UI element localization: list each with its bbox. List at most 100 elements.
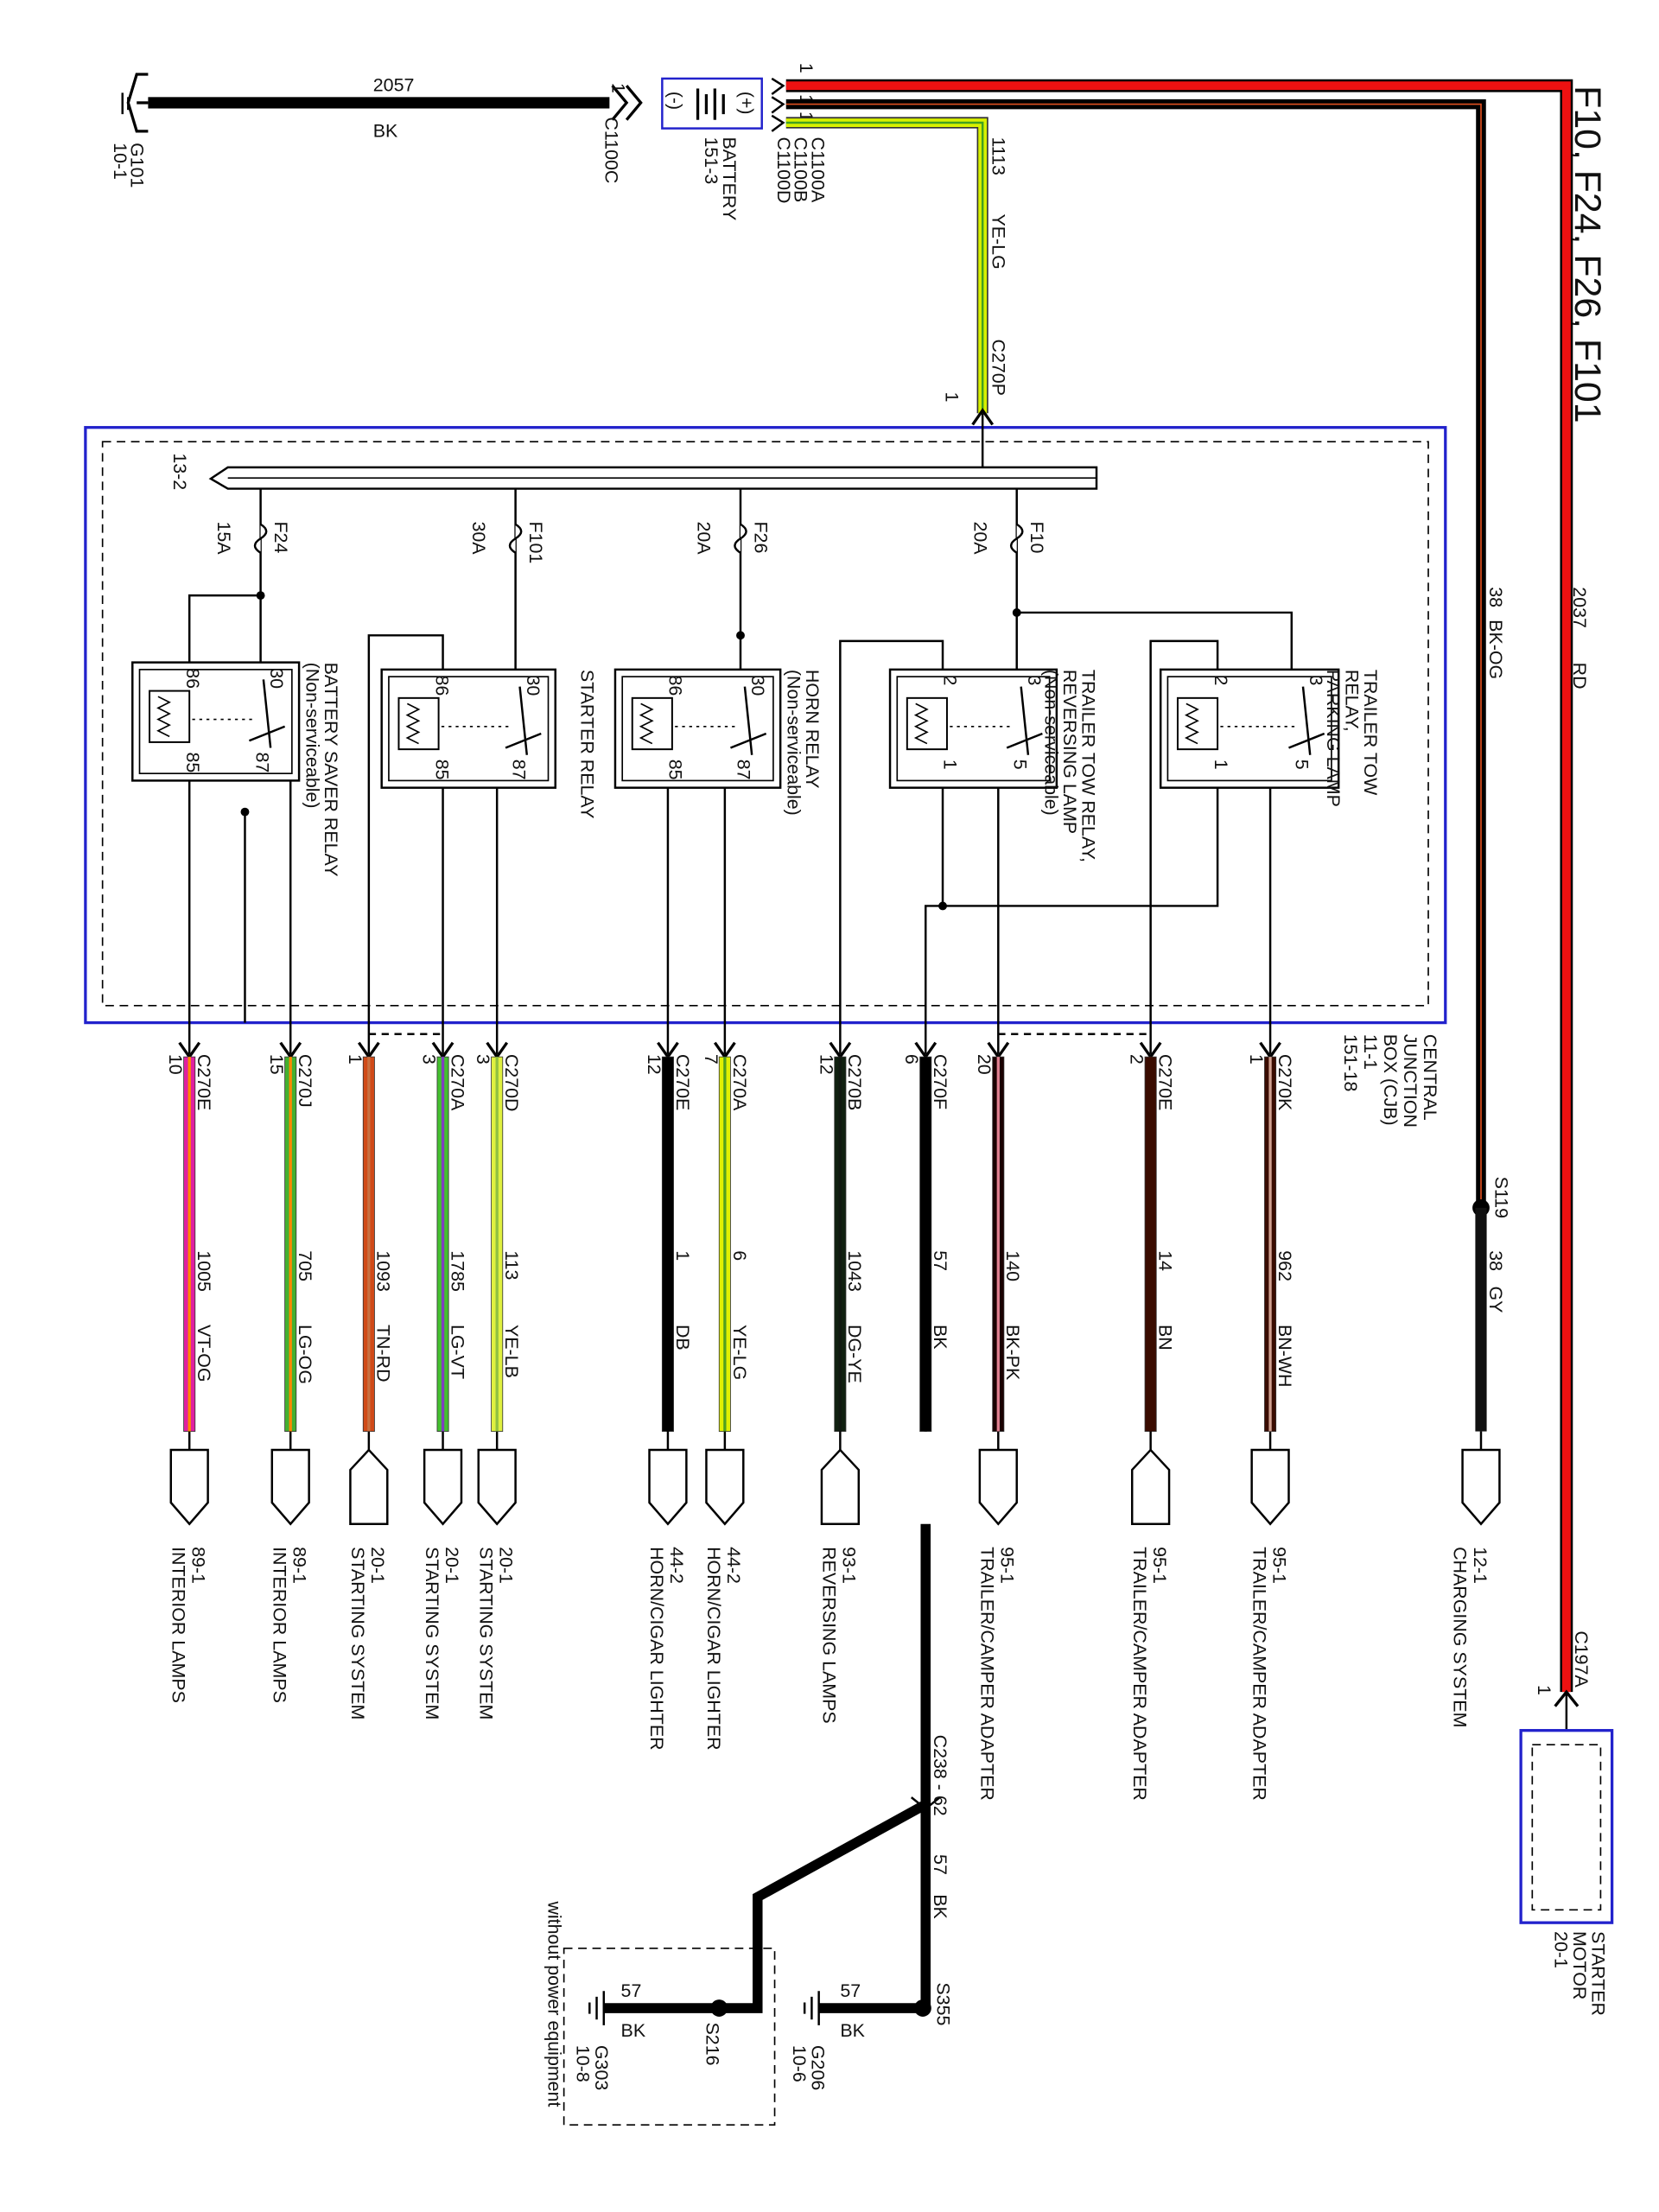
destination-ref: 89-1: [188, 1547, 208, 1584]
feed-pin: 1: [941, 391, 962, 402]
wire-38-color: BK-OG: [1485, 620, 1506, 679]
wire-2037-rd: [785, 79, 1573, 1693]
wire-color-code: LG-OG: [295, 1325, 315, 1384]
bus-ref: 13-2: [169, 453, 190, 490]
battery-pin-a: 1: [796, 63, 817, 73]
connector-c1100c: [611, 85, 643, 121]
option-boundary: [563, 1948, 776, 2126]
connector-label: C270D: [501, 1054, 522, 1112]
relay-name: HORN RELAY: [802, 670, 823, 789]
relay-pin: 85: [431, 760, 452, 780]
relay-name: TRAILER TOW: [1360, 670, 1381, 796]
ground-g101: G101 10-1: [110, 73, 149, 188]
pin-number: 3: [473, 1054, 493, 1065]
wire-color-code: TN-RD: [373, 1325, 394, 1382]
connector-label: C270B: [844, 1054, 865, 1110]
relay-pin: 2: [940, 675, 961, 685]
connector-label: C270E: [672, 1054, 693, 1110]
cjb-label-line: BOX (CJB): [1380, 1034, 1401, 1126]
wire-color-code: YE-LG: [729, 1325, 750, 1380]
wire-color-code: BN: [1155, 1325, 1176, 1351]
branch-color: BK: [930, 1894, 950, 1919]
relay-pin: 1: [1211, 760, 1231, 770]
fuse-id: F10: [1027, 521, 1047, 553]
g206-color: BK: [840, 2020, 865, 2041]
wire-color-code: BK: [930, 1325, 950, 1350]
g303-id: G303: [591, 2045, 612, 2090]
charging-ref: 12-1: [1470, 1547, 1491, 1584]
relay-4: 2 1 3 5 TRAILER TOW RELAY,REVERSING LAMP(Non…: [888, 668, 1099, 862]
fuse-f26: F26 20A: [694, 521, 772, 555]
wire-color-code: DB: [672, 1325, 693, 1351]
terminal-charging-system: [1461, 1448, 1501, 1526]
s119-color: GY: [1485, 1286, 1506, 1313]
starter-name2: MOTOR: [1569, 1931, 1590, 1999]
terminal-connector: [1130, 1448, 1171, 1525]
destination-name: INTERIOR LAMPS: [168, 1547, 188, 1703]
pin-number: 12: [644, 1054, 664, 1075]
destination-ref: 95-1: [1268, 1547, 1289, 1584]
wire-2037-circuit: 2037: [1569, 587, 1590, 628]
terminal-connector: [820, 1448, 861, 1525]
starter-motor: STARTER MOTOR 20-1: [1519, 1729, 1614, 2016]
relay-pin: 5: [1292, 760, 1313, 770]
wire-color-code: LG-VT: [447, 1325, 467, 1379]
battery-plus: (+): [736, 92, 757, 115]
relay-pin: 30: [747, 675, 768, 696]
circuit-number: 962: [1274, 1250, 1295, 1281]
wire-2037-color: RD: [1569, 663, 1590, 690]
fuse-rating: 30A: [468, 521, 489, 555]
terminal-connector: [705, 1448, 745, 1526]
pin-number: 12: [816, 1054, 836, 1075]
relay-pin: 87: [734, 760, 754, 780]
g206-id: G206: [807, 2045, 828, 2090]
cjb-label-line: 11-1: [1360, 1034, 1381, 1070]
relay-pin: 87: [508, 760, 529, 780]
circuit-number: 6: [729, 1250, 750, 1261]
wire-color-code: DG-YE: [844, 1325, 865, 1383]
feed-circuit: 1113: [988, 137, 1009, 175]
relay-pin: 86: [431, 675, 452, 696]
destination-ref: 20-1: [367, 1547, 388, 1584]
destination-ref: 89-1: [289, 1547, 310, 1584]
relay-pin: 3: [1306, 675, 1326, 685]
ground-branch: C238 - 62 57 BK S355 57 BK G206 10-6 S21…: [544, 1523, 953, 2126]
connector-label: C270E: [194, 1054, 214, 1110]
relay-coil-icon: [149, 690, 191, 743]
connector-label: C270A: [729, 1054, 750, 1111]
circuit-number: 1005: [194, 1250, 214, 1292]
c1100c-pin: 1: [608, 83, 629, 93]
circuit-number: 1: [672, 1250, 693, 1261]
relay-name: PARKING LAMP: [1323, 670, 1344, 807]
connector-label: C270F: [930, 1054, 950, 1109]
relay-pin: 1: [940, 760, 961, 770]
cjb-label-line: JUNCTION: [1400, 1034, 1421, 1128]
battery-minus: (-): [665, 92, 686, 110]
starter-name: STARTER: [1588, 1931, 1609, 2016]
destination-name: HORN/CIGAR LIGHTER: [703, 1547, 724, 1751]
destination-name: REVERSING LAMPS: [819, 1547, 840, 1724]
relay-pin: 86: [182, 668, 203, 689]
relay-pin: 85: [665, 760, 686, 780]
g206-ref: 10-6: [789, 2045, 810, 2082]
connector-label: C270K: [1274, 1054, 1295, 1111]
destination-ref: 93-1: [839, 1547, 860, 1584]
feed-connector: C270P: [988, 340, 1009, 396]
relay-name: STARTER RELAY: [576, 670, 597, 818]
wire-38-gy: [1475, 1207, 1487, 1432]
destination-name: STARTING SYSTEM: [347, 1547, 368, 1719]
fuse-f101: F101 30A: [468, 521, 546, 563]
branch-circuit: 57: [930, 1854, 950, 1875]
destination-name: TRAILER/CAMPER ADAPTER: [1249, 1547, 1269, 1801]
wire-color-code: BN-WH: [1274, 1325, 1295, 1388]
ground-g206-symbol: [803, 1991, 820, 2025]
page-title: F10, F24, F26, F101: [1567, 86, 1608, 423]
relay-coil-icon: [631, 696, 673, 751]
charging-name: CHARGING SYSTEM: [1450, 1547, 1471, 1727]
